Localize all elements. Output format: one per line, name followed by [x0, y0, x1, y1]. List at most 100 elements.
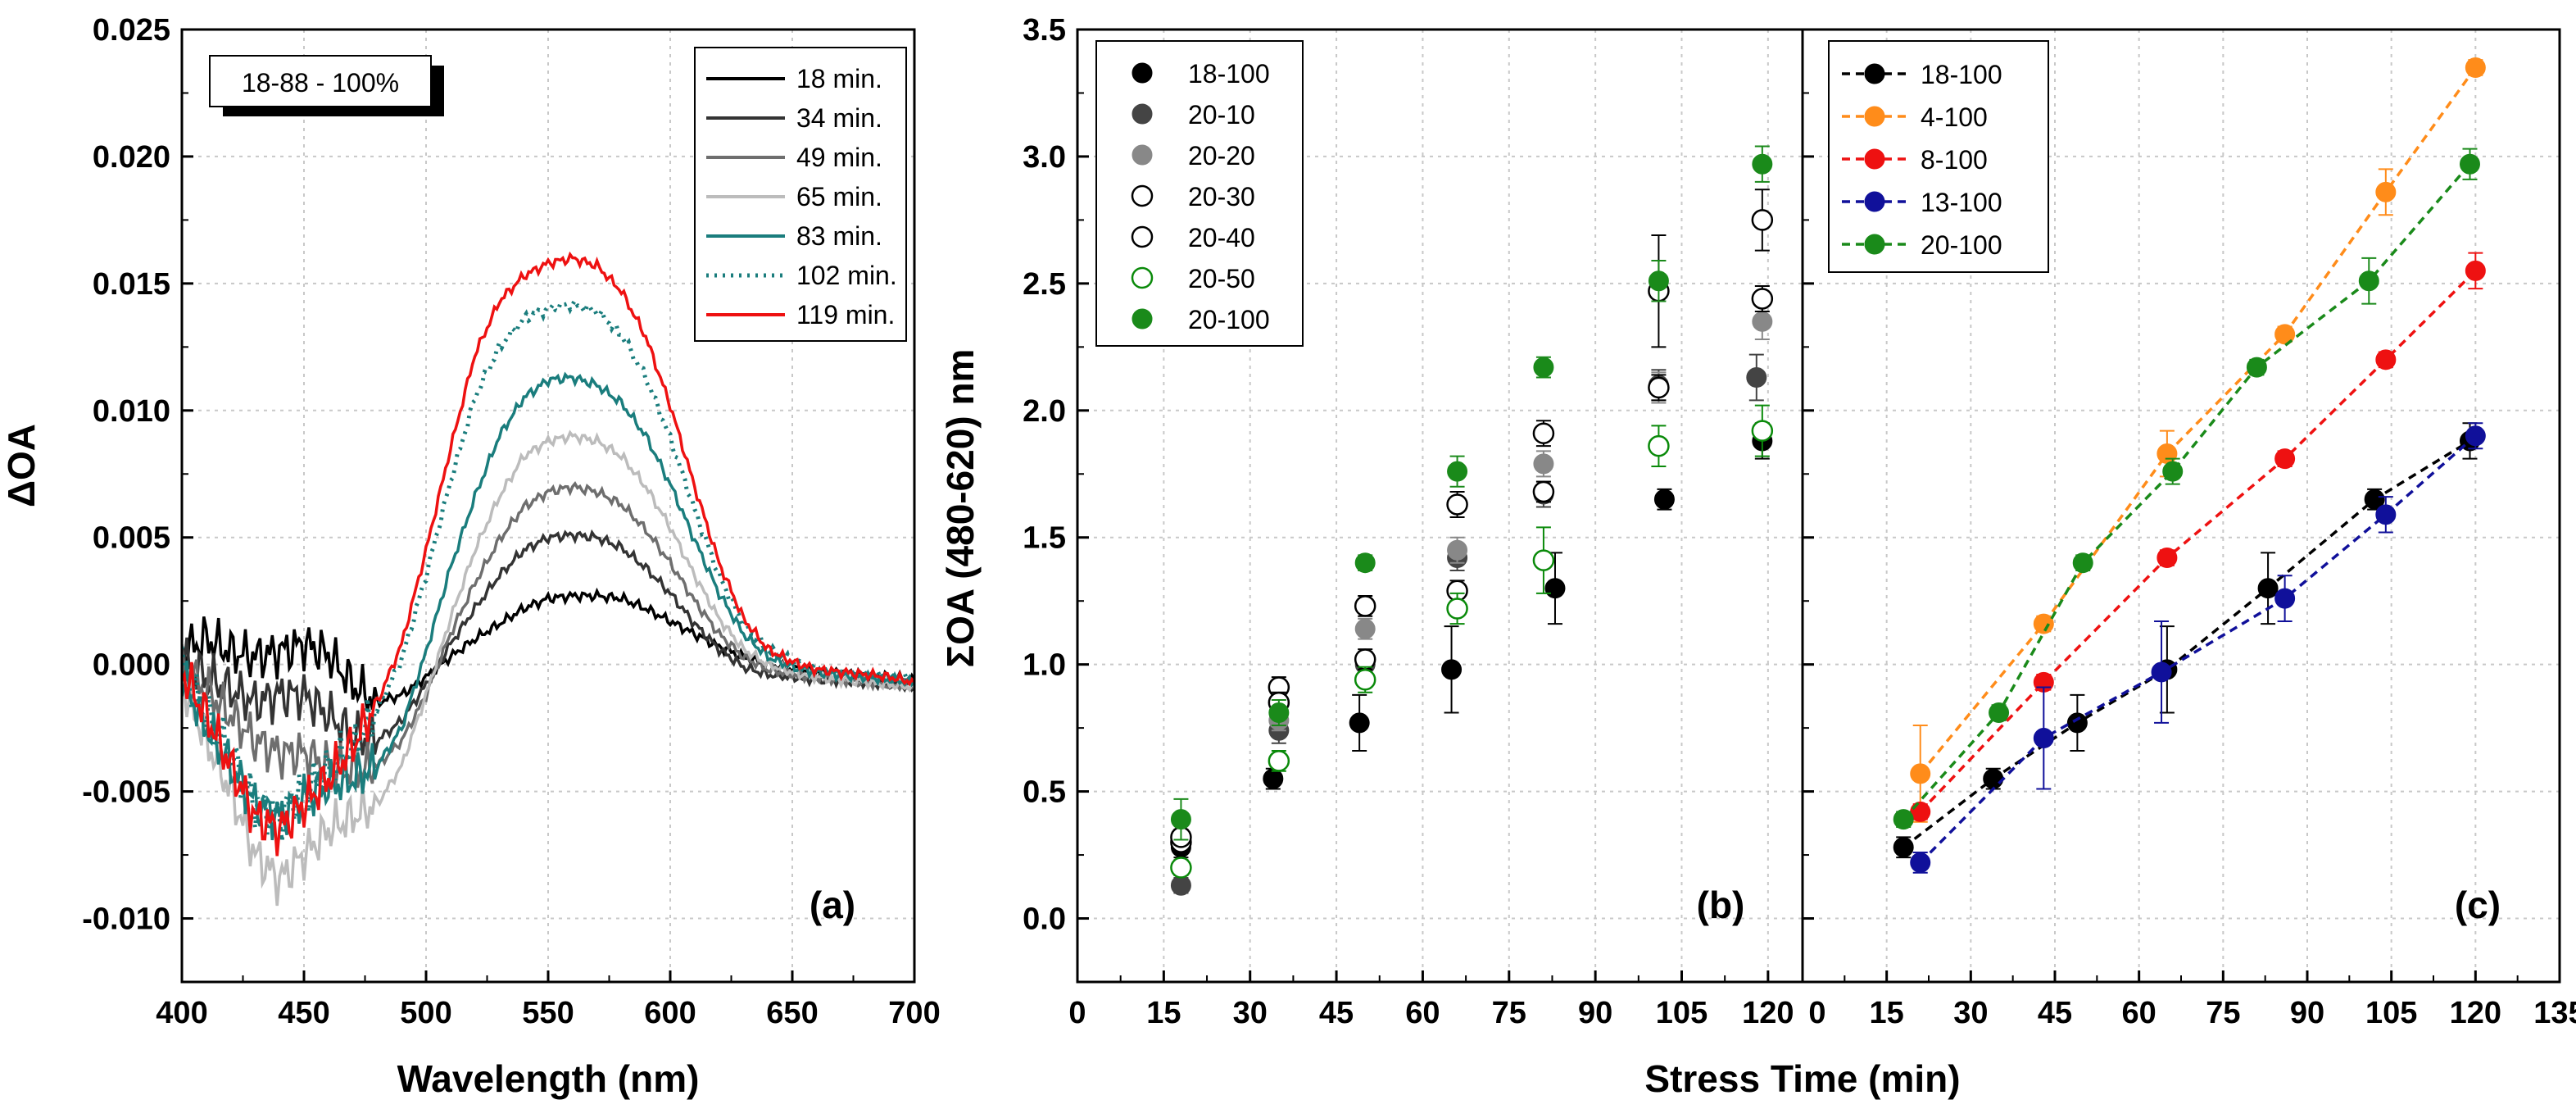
- y-tick-label: 0.0: [1023, 902, 1066, 937]
- x-tick-label: 450: [278, 996, 329, 1030]
- shared-x-axis-label: Stress Time (min): [1644, 1057, 1960, 1100]
- legend-20-20-swatch: [1132, 144, 1153, 166]
- legend-box: [1095, 40, 1304, 347]
- axes-frame: [1801, 28, 2561, 984]
- legend-20-100-swatch: [1132, 308, 1153, 329]
- panel-letter: (c): [2455, 884, 2501, 926]
- y-tick-label: 1.5: [1023, 521, 1066, 556]
- y-tick-label: 1.0: [1023, 648, 1066, 683]
- y-tick-label: 0.010: [93, 394, 170, 429]
- x-tick-label: 90: [2290, 996, 2324, 1030]
- y-tick-label: 3.5: [1023, 13, 1066, 48]
- series-20-40-point: [1648, 376, 1670, 399]
- y-axis-label: ΣOA (480-620) nm: [939, 349, 982, 668]
- series-20-50-point: [1268, 750, 1290, 772]
- series-20-30-point: [1532, 422, 1555, 444]
- legend-8-100-label: 8-100: [1921, 145, 1988, 175]
- y-tick-label: 0.5: [1023, 775, 1066, 810]
- x-tick-label: 0: [1068, 996, 1086, 1030]
- series-18-100-point: [2257, 578, 2279, 599]
- series-20-50-point: [1170, 857, 1192, 879]
- series-group: [1893, 57, 2486, 874]
- series-20-100-point: [2072, 552, 2093, 574]
- series-8-100-point: [2156, 548, 2178, 569]
- legend-20-30-label: 20-30: [1188, 182, 1255, 211]
- series-8-100-line: [1919, 270, 2477, 813]
- series-group: [182, 251, 914, 907]
- x-tick-label: 120: [2450, 996, 2501, 1030]
- x-tick-label: 0: [1808, 996, 1825, 1030]
- series-13-100-point: [1910, 852, 1931, 873]
- y-tick-label: 0.000: [93, 648, 170, 683]
- series-18-100-point: [2364, 489, 2385, 510]
- legend-18-100-label: 18-100: [1188, 59, 1270, 89]
- series-20-40-point: [1532, 480, 1555, 503]
- series-18-100-point: [1544, 578, 1566, 599]
- y-axis-label: ΔOA: [0, 424, 43, 507]
- annotation-text: 18-88 - 100%: [242, 68, 399, 98]
- series-4-100-point: [1910, 763, 1931, 784]
- x-tick-label: 75: [2206, 996, 2240, 1030]
- legend-34-min--label: 34 min.: [796, 103, 882, 133]
- legend-18-100-swatch: [1864, 63, 1885, 84]
- series-20-100-point: [2358, 270, 2379, 292]
- series-20-100-point: [1533, 357, 1554, 378]
- series-20-100-point: [1447, 461, 1468, 482]
- series-20-10-point: [1746, 367, 1767, 389]
- legend-4-100-swatch: [1864, 106, 1885, 127]
- legend-8-100-swatch: [1864, 148, 1885, 170]
- series-20-100-point: [2459, 153, 2480, 175]
- series-18-min--line: [182, 587, 914, 711]
- series-20-100-point: [1170, 809, 1191, 830]
- x-tick-label: 60: [1405, 996, 1440, 1030]
- x-tick-label: 105: [1656, 996, 1708, 1030]
- y-tick-label: 2.0: [1023, 394, 1066, 429]
- x-tick-label: 15: [1870, 996, 1904, 1030]
- series-18-100-point: [1983, 768, 2004, 789]
- legend-13-100-swatch: [1864, 191, 1885, 212]
- x-tick-label: 700: [888, 996, 940, 1030]
- series-20-30-point: [1446, 493, 1468, 516]
- legend-box: [694, 47, 907, 342]
- legend-20-100-label: 20-100: [1188, 305, 1270, 334]
- y-tick-label: 0.005: [93, 521, 170, 556]
- x-tick-label: 60: [2122, 996, 2156, 1030]
- series-20-20-point: [1447, 539, 1468, 561]
- legend-20-100-label: 20-100: [1921, 230, 2002, 260]
- series-18-100-point: [1349, 712, 1370, 734]
- x-tick-label: 15: [1146, 996, 1181, 1030]
- series-20-100-point: [1354, 552, 1376, 574]
- series-18-100-point: [1893, 837, 1914, 858]
- legend-20-10-label: 20-10: [1188, 100, 1255, 130]
- series-8-100-point: [2274, 448, 2296, 470]
- series-20-100-point: [2246, 357, 2267, 378]
- series-13-100-line: [1919, 434, 2477, 864]
- series-20-100-point: [1989, 702, 2010, 724]
- annotation-box: [209, 55, 432, 107]
- series-102-min--line: [182, 296, 914, 842]
- x-axis-label: Wavelength (nm): [397, 1057, 700, 1100]
- x-tick-label: 550: [522, 996, 574, 1030]
- x-tick-label: 75: [1492, 996, 1526, 1030]
- legend-20-40-swatch: [1131, 225, 1154, 248]
- x-tick-label: 105: [2365, 996, 2417, 1030]
- y-tick-label: 3.0: [1023, 140, 1066, 175]
- legend-49-min--label: 49 min.: [796, 143, 882, 172]
- legend-18-min--label: 18 min.: [796, 64, 882, 93]
- series-119-min--line: [182, 251, 914, 857]
- series-20-100-point: [1268, 702, 1290, 724]
- series-20-100-point: [1752, 153, 1773, 175]
- y-tick-label: 0.020: [93, 140, 170, 175]
- series-13-100-point: [2033, 728, 2054, 749]
- series-group: [1170, 145, 1774, 896]
- legend-20-30-swatch: [1131, 184, 1154, 207]
- series-20-30-point: [1354, 595, 1376, 617]
- series-65-min--line: [182, 429, 914, 907]
- series-20-40-point: [1751, 288, 1774, 310]
- series-20-100-point: [1648, 270, 1669, 292]
- x-tick-label: 600: [644, 996, 696, 1030]
- panel-b: 0 15 30 45 60 75 90 105 120 0.0 0.5 1.0 1.5 2.0 2.5 3.0…: [939, 13, 1804, 1030]
- legend-20-10-swatch: [1132, 103, 1153, 125]
- series-13-100-point: [2375, 504, 2397, 525]
